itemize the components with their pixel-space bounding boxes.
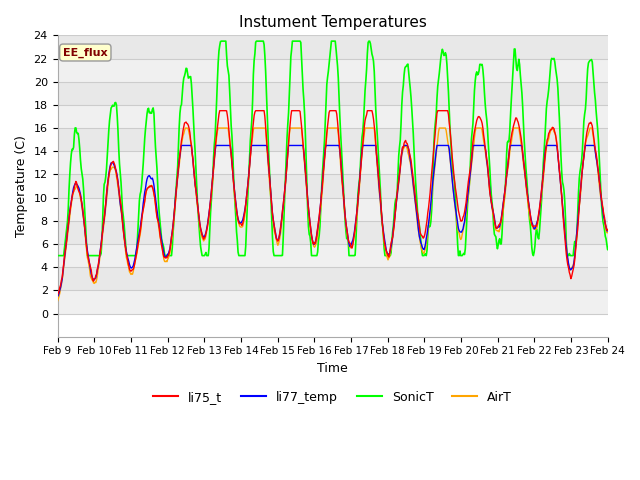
AirT [445,149,453,155]
Bar [58,221,607,244]
li75_t [122,251,130,256]
li77_temp [445,146,453,152]
Bar [58,267,607,290]
li75_t [216,108,223,114]
Bar [58,36,607,59]
li75_t [413,202,420,208]
Bar [58,128,607,151]
Bar [58,105,607,128]
Title: Instument Temperatures: Instument Temperatures [239,15,426,30]
li77_temp [178,143,186,148]
SonicT [122,251,130,257]
Text: EE_flux: EE_flux [63,48,108,58]
Bar [58,82,607,105]
SonicT [413,190,420,195]
Line: li77_temp: li77_temp [58,145,640,297]
Line: li75_t: li75_t [58,111,640,295]
AirT [122,255,130,261]
AirT [282,172,290,178]
li77_temp [413,207,420,213]
li75_t [231,193,239,199]
Y-axis label: Temperature (C): Temperature (C) [15,135,28,237]
SonicT [54,253,61,259]
SonicT [260,42,268,48]
li75_t [260,108,268,114]
Bar [58,59,607,82]
li77_temp [231,193,239,199]
li75_t [445,120,453,126]
Bar [58,174,607,198]
SonicT [231,200,239,206]
li77_temp [282,170,290,176]
Bar [58,290,607,313]
li75_t [54,292,61,298]
AirT [182,125,190,131]
Line: SonicT: SonicT [58,41,640,256]
Bar [58,198,607,221]
li77_temp [122,249,130,254]
SonicT [445,108,453,113]
Legend: li75_t, li77_temp, SonicT, AirT: li75_t, li77_temp, SonicT, AirT [148,386,517,409]
Line: AirT: AirT [58,128,640,301]
SonicT [282,155,290,160]
AirT [260,125,268,131]
li77_temp [54,294,61,300]
SonicT [218,38,225,44]
Bar [58,151,607,174]
li75_t [282,170,290,176]
Bar [58,244,607,267]
AirT [413,210,420,216]
AirT [54,298,61,304]
li77_temp [260,143,268,148]
AirT [231,197,239,203]
X-axis label: Time: Time [317,362,348,375]
